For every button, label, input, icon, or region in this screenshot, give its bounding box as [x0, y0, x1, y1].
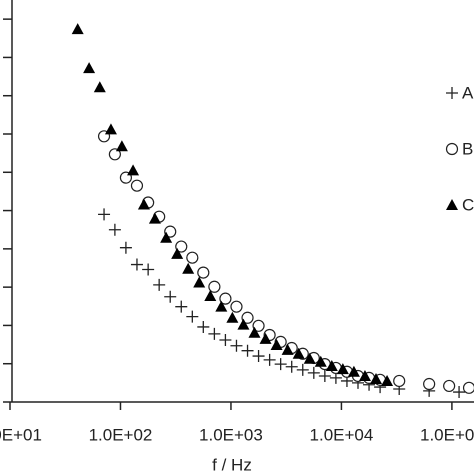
point: [226, 311, 239, 323]
point: [215, 300, 228, 312]
point: [241, 344, 254, 357]
point: [318, 369, 331, 382]
point: [148, 212, 161, 224]
point: [263, 353, 276, 366]
legend-label: C: [462, 195, 474, 214]
point: [175, 300, 188, 313]
point: [423, 377, 436, 391]
point: [71, 23, 84, 35]
point: [248, 326, 261, 338]
point: [175, 240, 188, 253]
point: [270, 338, 283, 350]
point: [252, 319, 265, 332]
point: [127, 164, 140, 176]
point: [296, 363, 309, 376]
x-tick-label: 1.0E+03: [199, 425, 263, 444]
point: [347, 365, 360, 377]
point: [230, 339, 243, 352]
point: [182, 262, 195, 274]
point: [274, 358, 287, 371]
point: [119, 241, 132, 254]
point: [193, 276, 206, 288]
point: [108, 223, 121, 236]
point: [259, 332, 272, 344]
point: [208, 327, 221, 340]
x-tick-label: 1.0E+01: [0, 425, 42, 444]
point: [252, 350, 265, 363]
point: [462, 381, 474, 394]
legend-label: B: [462, 139, 473, 158]
point: [197, 266, 210, 279]
point: [171, 247, 184, 259]
point: [230, 300, 243, 313]
point: [130, 258, 143, 271]
point: [208, 280, 221, 293]
point: [93, 81, 106, 93]
point: [241, 311, 254, 324]
point: [186, 310, 199, 323]
point: [115, 140, 128, 152]
point: [292, 347, 305, 359]
point: [104, 123, 117, 135]
point: [281, 343, 294, 355]
point: [153, 278, 166, 291]
point: [219, 333, 232, 346]
point: [142, 263, 155, 276]
point: [160, 231, 173, 243]
point: [108, 148, 121, 161]
x-tick-label: 1.0E+02: [89, 425, 153, 444]
x-tick-label: 1.0E+04: [310, 425, 374, 444]
point: [314, 355, 327, 367]
point: [381, 374, 394, 386]
point: [453, 386, 466, 399]
point: [83, 62, 96, 74]
point: [307, 366, 320, 379]
point: [325, 360, 338, 372]
point: [303, 352, 316, 364]
point: [197, 320, 210, 333]
point: [130, 179, 144, 192]
x-tick-label: 1.0E+05: [420, 425, 474, 444]
point: [164, 290, 177, 303]
point: [285, 360, 298, 373]
point: [393, 374, 406, 388]
legend-label: A: [462, 83, 474, 102]
x-axis-label: f / Hz: [212, 455, 252, 474]
point: [219, 292, 232, 305]
point: [186, 251, 199, 264]
legend-marker: [445, 142, 459, 156]
point: [204, 289, 217, 301]
point: [336, 363, 349, 375]
point: [237, 318, 250, 330]
point: [137, 198, 150, 210]
legend-marker: [446, 199, 458, 210]
point: [370, 373, 383, 385]
legend-marker: [446, 87, 458, 99]
point: [443, 379, 456, 393]
point: [358, 369, 371, 381]
point: [98, 208, 111, 221]
